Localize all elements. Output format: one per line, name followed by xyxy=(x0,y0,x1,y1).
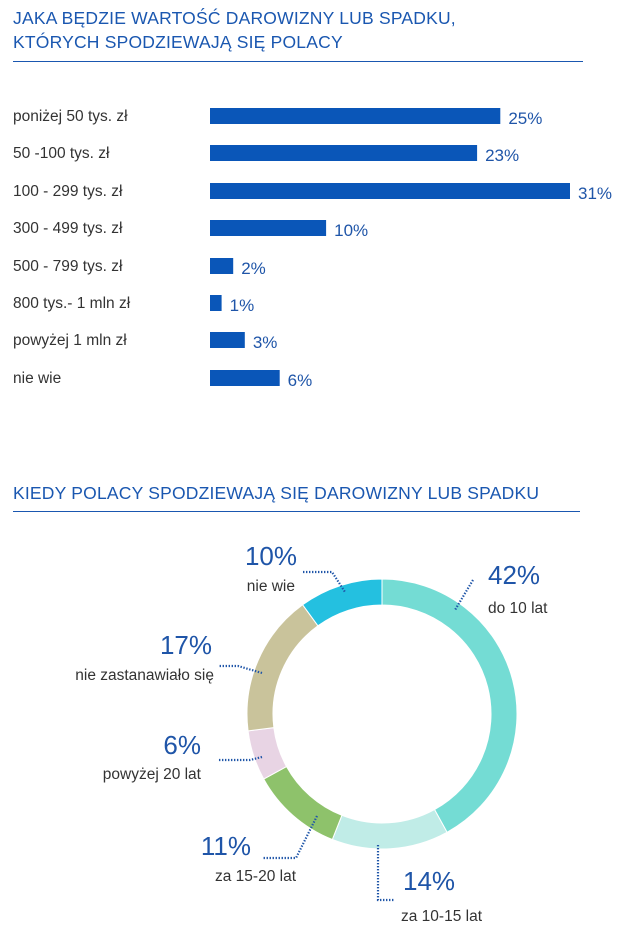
bar-value-label: 23% xyxy=(485,146,519,165)
donut-slice-label: nie wie xyxy=(247,578,295,595)
donut-slice-label: za 10-15 lat xyxy=(401,908,483,925)
donut-leader-line xyxy=(262,815,318,860)
bar-chart-title-line-2: KTÓRYCH SPODZIEWAJĄ SIĘ POLACY xyxy=(13,32,343,52)
bar-chart-title: JAKA BĘDZIE WARTOŚĆ DAROWIZNY LUB SPADKU… xyxy=(13,6,456,54)
bar xyxy=(210,108,501,124)
donut-slice xyxy=(263,765,343,841)
bar-chart-title-rule xyxy=(13,61,583,62)
donut-chart-title-rule xyxy=(13,511,580,512)
bar-chart: poniżej 50 tys. zł 25% 50 -100 tys. zł 23% 1… xyxy=(13,108,612,390)
bar xyxy=(210,183,570,199)
bar-value-label: 3% xyxy=(253,333,278,352)
donut-slice xyxy=(331,808,448,850)
donut-leader-line xyxy=(303,570,346,593)
donut-leader-line xyxy=(218,755,263,762)
bar xyxy=(210,332,245,348)
bar-value-label: 2% xyxy=(241,259,266,278)
bar-value-label: 25% xyxy=(508,109,542,128)
donut-chart-title: KIEDY POLACY SPODZIEWAJĄ SIĘ DAROWIZNY L… xyxy=(13,483,540,503)
bar xyxy=(210,145,478,161)
donut-percent-label: 14% xyxy=(403,866,455,896)
bar-category-label: 500 - 799 tys. zł xyxy=(13,258,123,275)
donut-chart: 42% do 10 lat 14% za 10-15 lat 11% za 15-20 l… xyxy=(75,541,548,925)
donut-percent-label: 17% xyxy=(160,630,212,660)
bar xyxy=(210,258,234,274)
donut-slice-label: powyżej 20 lat xyxy=(103,766,202,783)
donut-leader-line xyxy=(376,845,395,902)
donut-slice-label: nie zastanawiało się xyxy=(75,667,214,684)
bar xyxy=(210,220,327,236)
bar-category-label: 800 tys.- 1 mln zł xyxy=(13,295,131,312)
bar-value-label: 1% xyxy=(230,296,255,315)
bar xyxy=(210,295,222,311)
donut-leader-line xyxy=(218,664,263,675)
bar-value-label: 6% xyxy=(288,371,313,390)
bar-category-label: nie wie xyxy=(13,370,61,387)
donut-slice xyxy=(246,604,319,732)
bar-category-label: poniżej 50 tys. zł xyxy=(13,108,128,125)
bar-category-label: 50 -100 tys. zł xyxy=(13,145,110,162)
bar-category-label: powyżej 1 mln zł xyxy=(13,332,127,349)
donut-percent-label: 11% xyxy=(201,831,251,861)
donut-percent-label: 42% xyxy=(488,560,540,590)
donut-slice-label: do 10 lat xyxy=(488,600,548,617)
donut-slice xyxy=(301,578,383,627)
bar-category-label: 100 - 299 tys. zł xyxy=(13,183,123,200)
bar-value-label: 10% xyxy=(334,221,368,240)
bar-value-label: 31% xyxy=(578,184,612,203)
bar-category-label: 300 - 499 tys. zł xyxy=(13,220,123,237)
donut-slice-label: za 15-20 lat xyxy=(215,868,297,885)
donut-percent-label: 10% xyxy=(245,541,297,571)
donut-percent-label: 6% xyxy=(163,730,201,760)
bar xyxy=(210,370,280,386)
bar-chart-title-line-1: JAKA BĘDZIE WARTOŚĆ DAROWIZNY LUB SPADKU… xyxy=(13,8,456,28)
